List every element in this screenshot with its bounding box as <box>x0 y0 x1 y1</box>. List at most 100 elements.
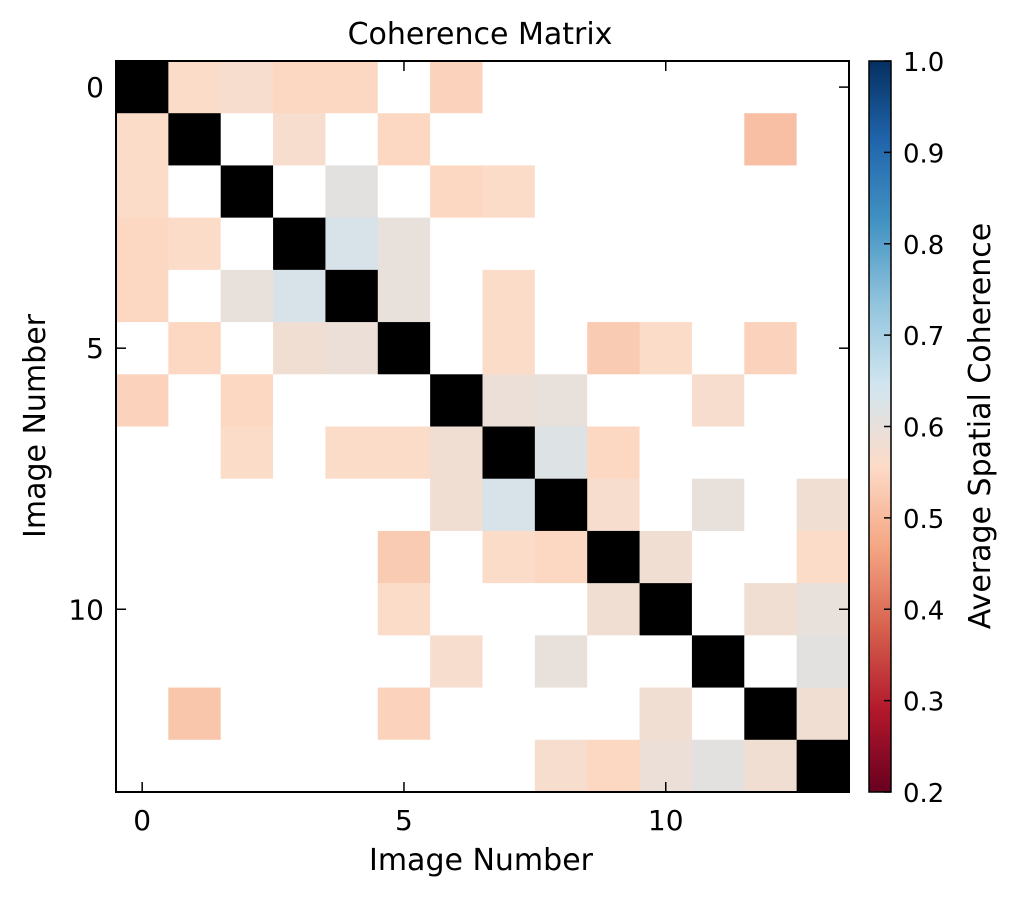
heatmap-cell-12-3 <box>273 687 327 741</box>
heatmap-cell-4-11 <box>691 269 745 323</box>
heatmap-cell-1-5 <box>377 113 431 167</box>
heatmap-cell-8-2 <box>220 478 274 532</box>
heatmap-cell-9-7 <box>482 530 536 584</box>
heatmap-cell-12-7 <box>482 687 536 741</box>
heatmap-cell-9-4 <box>325 530 379 584</box>
heatmap-cell-4-7 <box>482 269 536 323</box>
heatmap-cell-1-13 <box>796 113 850 167</box>
heatmap-cell-7-12 <box>744 426 798 480</box>
heatmap-cell-8-5 <box>377 478 431 532</box>
heatmap-cell-6-1 <box>168 374 222 428</box>
heatmap-cell-8-1 <box>168 478 222 532</box>
heatmap-cell-9-10 <box>639 530 693 584</box>
heatmap-cell-12-13 <box>796 687 850 741</box>
heatmap-cell-12-6 <box>430 687 484 741</box>
colorbar-tick-label: 0.7 <box>903 322 944 352</box>
heatmap-cell-13-13 <box>796 739 850 793</box>
heatmap-cell-9-9 <box>587 530 641 584</box>
heatmap-cell-10-8 <box>534 583 588 636</box>
y-tick-label: 0 <box>86 71 104 104</box>
colorbar-tick-label: 0.6 <box>903 414 944 444</box>
heatmap-cell-10-5 <box>377 583 431 636</box>
x-tick-label: 5 <box>395 804 413 837</box>
heatmap-cell-1-12 <box>744 113 798 167</box>
heatmap-cell-5-4 <box>325 322 379 375</box>
heatmap-cell-9-6 <box>430 530 484 584</box>
heatmap-cell-11-0 <box>116 635 169 689</box>
heatmap-cell-7-3 <box>273 426 327 480</box>
colorbar-tick-label: 0.5 <box>903 505 944 535</box>
heatmap-cell-11-13 <box>796 635 850 689</box>
chart-title: Coherence Matrix <box>348 17 613 52</box>
heatmap-cell-1-4 <box>325 113 379 167</box>
heatmap-cell-7-2 <box>220 426 274 480</box>
heatmap-cell-2-1 <box>168 165 222 219</box>
heatmap-cell-1-9 <box>587 113 641 167</box>
heatmap-cell-7-7 <box>482 426 536 480</box>
heatmap-cell-3-2 <box>220 217 274 271</box>
heatmap-cell-4-8 <box>534 269 588 323</box>
heatmap-cell-4-4 <box>325 269 379 323</box>
colorbar-tick-label: 0.3 <box>903 688 944 718</box>
heatmap-cell-4-13 <box>796 269 850 323</box>
heatmap-cell-8-3 <box>273 478 327 532</box>
heatmap-cell-9-1 <box>168 530 222 584</box>
heatmap-cell-2-2 <box>220 165 274 219</box>
heatmap-cell-2-3 <box>273 165 327 219</box>
heatmap-cell-2-0 <box>116 165 169 219</box>
heatmap-cell-9-2 <box>220 530 274 584</box>
heatmap-cell-11-2 <box>220 635 274 689</box>
heatmap-cell-13-3 <box>273 739 327 793</box>
heatmap-cell-11-9 <box>587 635 641 689</box>
heatmap-cell-3-1 <box>168 217 222 271</box>
colorbar-tick-label: 0.9 <box>903 139 944 169</box>
heatmap-cell-5-12 <box>744 322 798 375</box>
heatmap-cell-7-13 <box>796 426 850 480</box>
heatmap-cell-0-3 <box>273 61 327 114</box>
heatmap-cell-4-0 <box>116 269 169 323</box>
heatmap-cell-11-11 <box>691 635 745 689</box>
heatmap-cell-2-8 <box>534 165 588 219</box>
colorbar-tick-label: 1.0 <box>903 48 944 78</box>
x-tick-label: 10 <box>648 804 684 837</box>
heatmap-cell-0-1 <box>168 61 222 114</box>
heatmap-cell-2-13 <box>796 165 850 219</box>
heatmap-cell-11-3 <box>273 635 327 689</box>
heatmap-cell-6-5 <box>377 374 431 428</box>
heatmap-cell-0-9 <box>587 61 641 114</box>
heatmap-cell-1-6 <box>430 113 484 167</box>
heatmap-cell-7-11 <box>691 426 745 480</box>
heatmap-cell-12-1 <box>168 687 222 741</box>
heatmap-cell-9-8 <box>534 530 588 584</box>
heatmap-cell-7-0 <box>116 426 169 480</box>
heatmap-cell-6-9 <box>587 374 641 428</box>
heatmap-cell-12-2 <box>220 687 274 741</box>
heatmap-cell-0-12 <box>744 61 798 114</box>
heatmap-cell-0-8 <box>534 61 588 114</box>
heatmap-cell-9-0 <box>116 530 169 584</box>
heatmap-cell-13-1 <box>168 739 222 793</box>
heatmap-cell-4-5 <box>377 269 431 323</box>
heatmap-cell-3-0 <box>116 217 169 271</box>
heatmap-cell-12-0 <box>116 687 169 741</box>
heatmap-cell-6-4 <box>325 374 379 428</box>
heatmap-cell-8-8 <box>534 478 588 532</box>
heatmap-cell-11-12 <box>744 635 798 689</box>
heatmap-cell-9-13 <box>796 530 850 584</box>
heatmap-cell-7-1 <box>168 426 222 480</box>
heatmap-cell-11-4 <box>325 635 379 689</box>
heatmap-cell-3-13 <box>796 217 850 271</box>
heatmap-cell-5-8 <box>534 322 588 375</box>
x-tick-label: 0 <box>133 804 151 837</box>
heatmap-cell-4-1 <box>168 269 222 323</box>
heatmap-cell-8-7 <box>482 478 536 532</box>
heatmap-cell-12-10 <box>639 687 693 741</box>
y-tick-label: 5 <box>86 332 104 365</box>
heatmap-cell-6-7 <box>482 374 536 428</box>
heatmap-cell-8-12 <box>744 478 798 532</box>
heatmap-cell-2-7 <box>482 165 536 219</box>
heatmap-cell-2-10 <box>639 165 693 219</box>
heatmap-cell-13-12 <box>744 739 798 793</box>
heatmap-cell-4-6 <box>430 269 484 323</box>
